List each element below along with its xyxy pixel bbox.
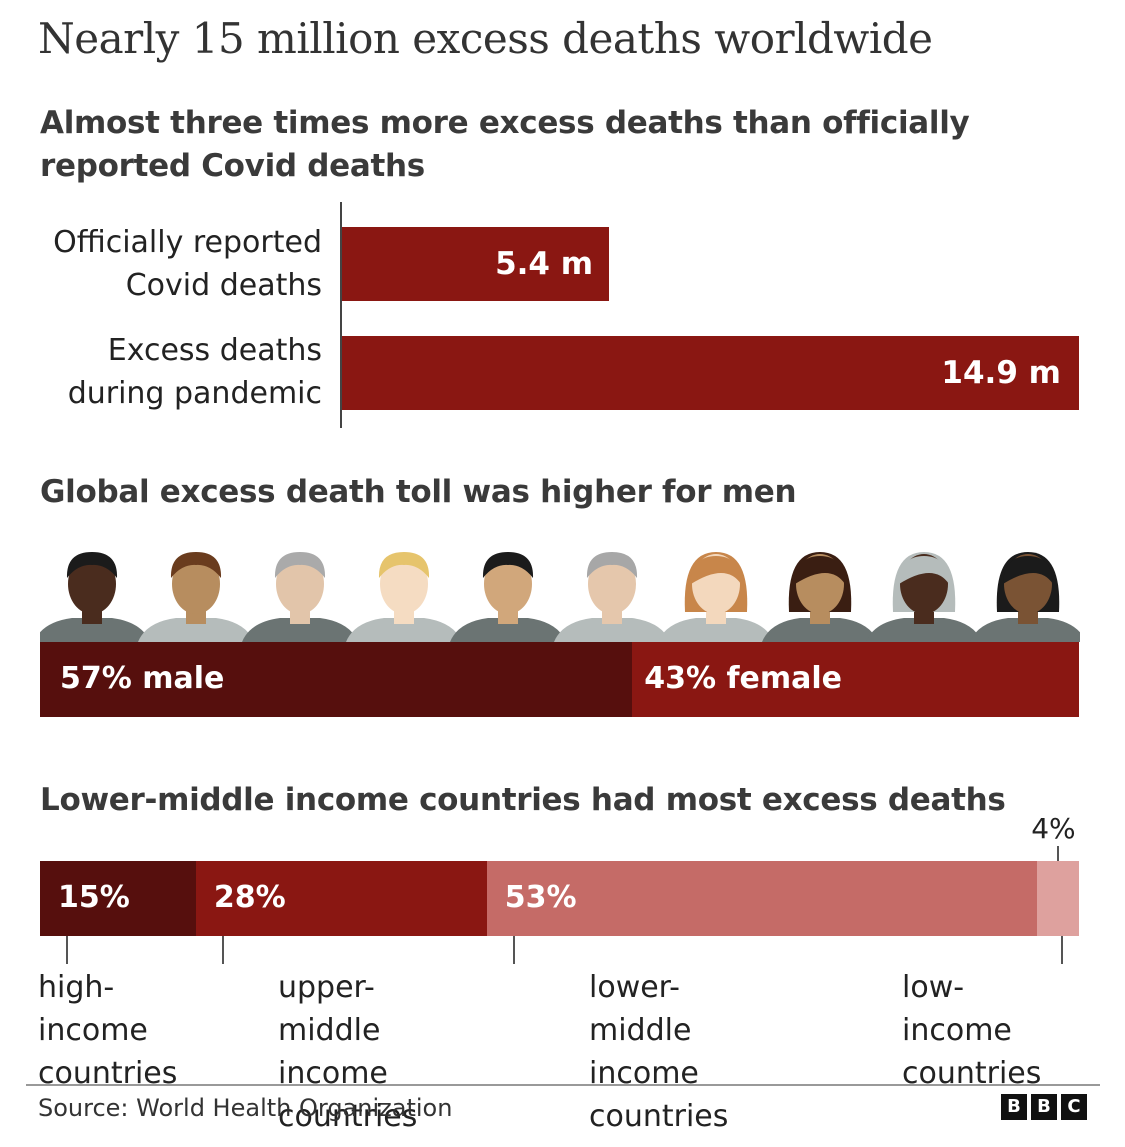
section-1-title: Almost three times more excess deaths th…: [40, 105, 970, 184]
income-group-label: lower-middle income countries: [589, 966, 728, 1138]
income-group-label-line: lower-middle: [589, 970, 692, 1048]
chart-title: Nearly 15 million excess deaths worldwid…: [38, 14, 933, 63]
income-tick: [512, 936, 515, 964]
section-3-title: Lower-middle income countries had most e…: [40, 782, 1006, 818]
male-person-icon: [554, 552, 670, 642]
income-group-label-line: high-income: [38, 970, 148, 1048]
female-person-icon: [762, 552, 878, 642]
income-segment-label: 15%: [58, 880, 130, 915]
bar-axis-line: [340, 202, 342, 428]
male-person-icon: [450, 552, 566, 642]
bar-excess-deaths: 14.9 m: [342, 336, 1079, 410]
income-segment-0: 15%: [40, 861, 196, 936]
bbc-logo-icon: B B C: [1001, 1094, 1087, 1120]
bbc-logo-letter: C: [1061, 1094, 1087, 1120]
segment-label-female: 43% female: [644, 661, 843, 696]
category-label-line: Excess deaths: [107, 333, 322, 368]
bar-segment-male: 57% male: [40, 642, 633, 717]
female-person-icon: [658, 552, 774, 642]
female-person-icon: [970, 552, 1080, 642]
male-person-icon: [40, 552, 150, 642]
income-group-label-line: countries: [902, 1056, 1042, 1091]
bbc-logo-letter: B: [1001, 1094, 1027, 1120]
male-person-icon: [138, 552, 254, 642]
income-group-label-line: countries: [38, 1056, 178, 1091]
income-tick: [221, 936, 224, 964]
bar-segment-female: 43% female: [632, 642, 1079, 717]
segment-label-male: 57% male: [60, 661, 225, 696]
income-group-label: high-income countries: [38, 966, 177, 1095]
income-segment-label-small: 4%: [1031, 812, 1076, 845]
income-segment-1: 28%: [195, 861, 487, 936]
bar-value-label: 14.9 m: [941, 355, 1061, 391]
income-group-label: upper-middle income countries: [278, 966, 417, 1138]
income-tick: [1061, 936, 1063, 964]
income-segment-label: 53%: [504, 880, 577, 915]
category-label-excess: Excess deaths during pandemic: [40, 329, 322, 415]
income-group-label: low-income countries: [902, 966, 1041, 1095]
income-group-label-line: income countries: [589, 1056, 729, 1134]
male-person-icon: [346, 552, 462, 642]
income-tick: [66, 936, 68, 964]
category-label-line: Officially reported: [53, 225, 322, 260]
income-group-label-line: upper-middle: [278, 970, 381, 1048]
income-group-label-line: low-income: [902, 970, 1012, 1048]
income-group-label-line: income countries: [278, 1056, 418, 1134]
female-person-icon: [866, 552, 982, 642]
bar-value-label: 5.4 m: [495, 246, 594, 282]
male-person-icon: [242, 552, 358, 642]
income-segment-2: 53%: [486, 861, 1038, 936]
category-label-reported: Officially reported Covid deaths: [40, 221, 322, 307]
bar-reported-deaths: 5.4 m: [342, 227, 610, 301]
category-label-line: during pandemic: [67, 376, 322, 411]
income-small-pointer: [1057, 846, 1060, 861]
person-silhouettes-icon: [40, 552, 1080, 642]
bbc-logo-letter: B: [1031, 1094, 1057, 1120]
category-label-line: Covid deaths: [125, 268, 322, 303]
section-2-title: Global excess death toll was higher for …: [40, 474, 797, 510]
income-segment-label: 28%: [213, 880, 286, 915]
source-note: Source: World Health Organization: [38, 1094, 453, 1122]
footer-divider: [26, 1084, 1100, 1086]
income-segment-3: [1037, 861, 1079, 936]
